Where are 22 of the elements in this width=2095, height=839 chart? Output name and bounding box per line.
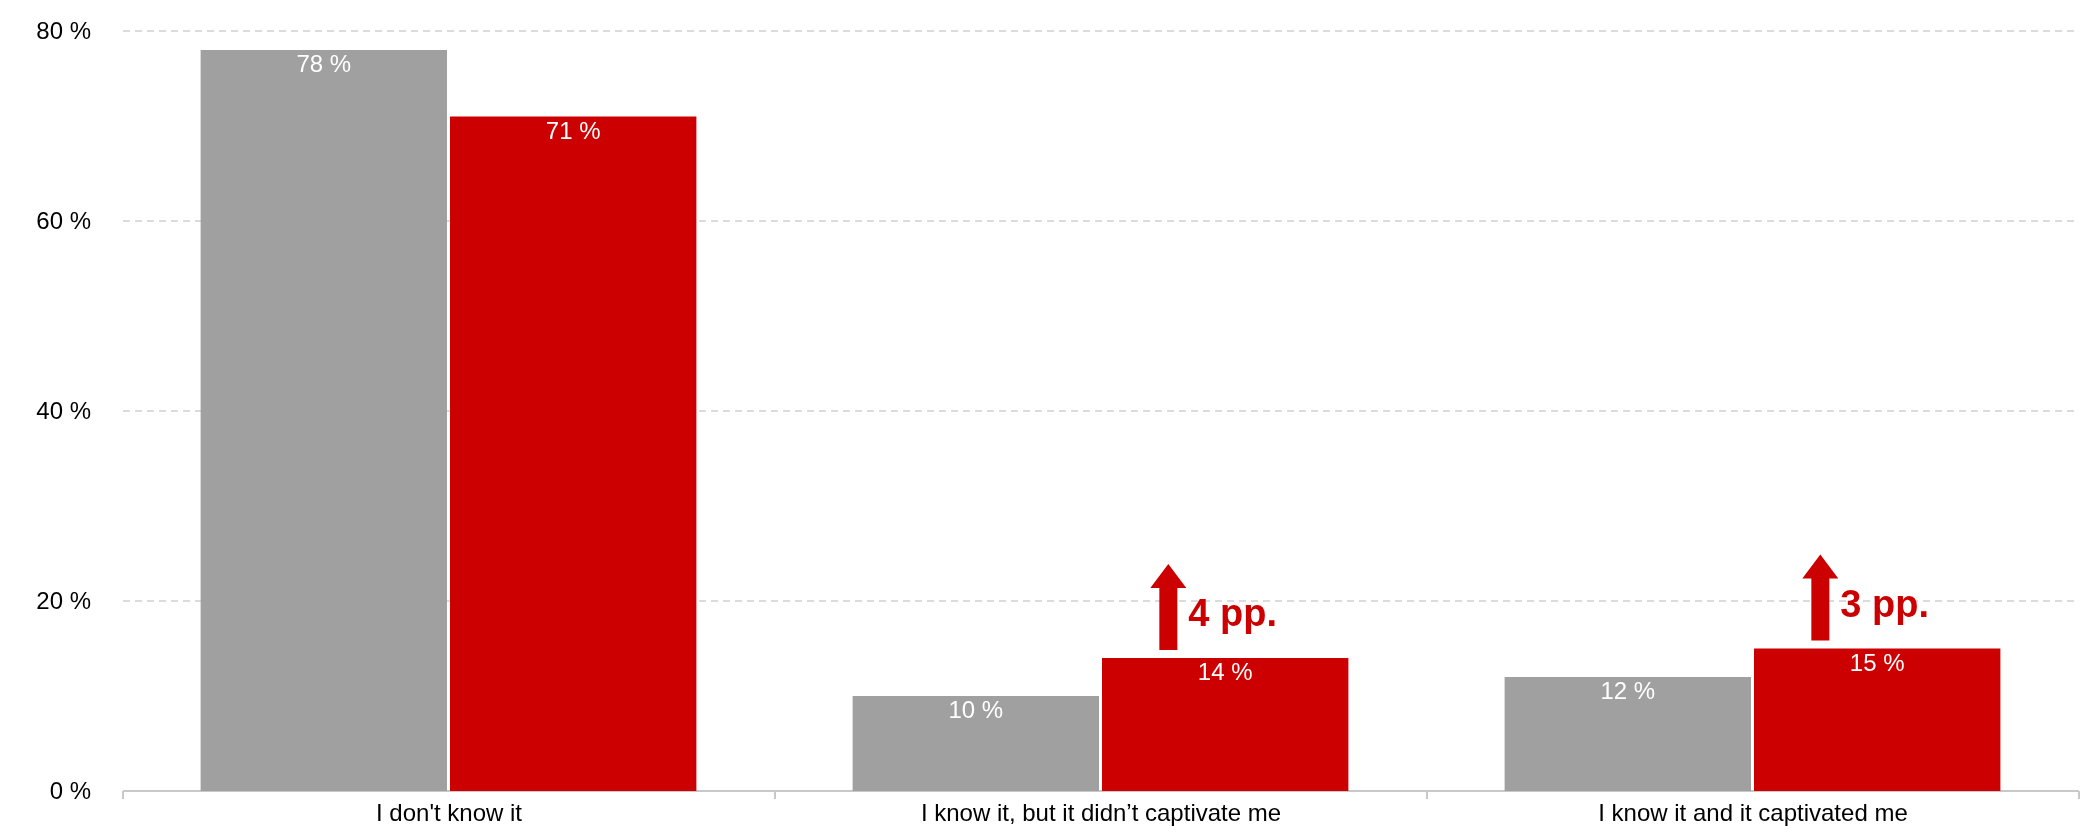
bar <box>852 696 1099 791</box>
bar <box>1504 677 1751 791</box>
data-label: 14 % <box>1197 658 1253 685</box>
bar <box>450 116 697 791</box>
bar <box>1102 658 1349 791</box>
data-label: 15 % <box>1849 648 1905 676</box>
bar <box>200 50 447 791</box>
x-tick-label: I know it, but it didn’t captivate me <box>920 799 1282 826</box>
data-label: 78 % <box>296 50 352 77</box>
annotation: 4 pp. <box>1188 592 1278 634</box>
x-tick-label: I know it and it captivated me <box>1598 799 1908 826</box>
y-tick-label: 20 % <box>36 587 91 615</box>
y-tick-label: 0 % <box>49 777 91 805</box>
bar <box>1754 648 2001 791</box>
y-tick-label: 60 % <box>36 207 91 235</box>
x-tick-label: I don't know it <box>376 799 523 826</box>
data-label: 71 % <box>545 116 601 144</box>
annotation: 3 pp. <box>1840 582 1930 625</box>
data-label: 12 % <box>1600 677 1656 704</box>
data-label: 10 % <box>948 696 1004 723</box>
y-tick-label: 80 % <box>36 17 91 45</box>
y-tick-label: 40 % <box>36 397 91 425</box>
